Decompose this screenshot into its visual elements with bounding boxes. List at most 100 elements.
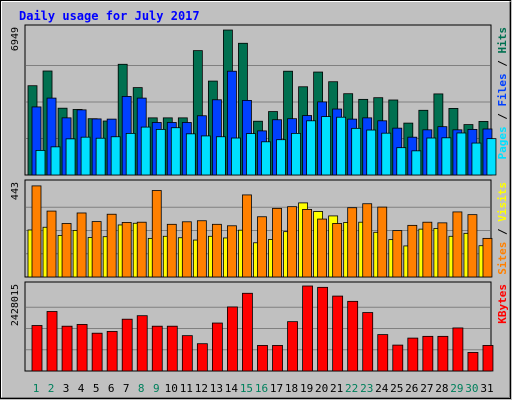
legend-entry: Sites <box>496 242 509 275</box>
day-label-15: 15 <box>240 382 253 395</box>
bar-kbytes-day-23 <box>362 312 374 372</box>
bar-pages-day-20 <box>321 116 332 176</box>
day-label-20: 20 <box>315 382 328 395</box>
bar-kbytes-day-2 <box>46 311 58 372</box>
bar-sites-day-6 <box>106 213 117 278</box>
day-label-9: 9 <box>153 382 160 395</box>
bar-kbytes-day-19 <box>302 285 313 372</box>
day-labels: 1 2 3 4 5 6 7 8 9 10 11 12 13 14 15 16 17 18 19 20 21 22 23 24 2… <box>33 382 494 395</box>
bar-kbytes-day-4 <box>76 324 88 372</box>
bar-kbytes-day-29 <box>452 327 464 372</box>
bar-kbytes-day-8 <box>136 315 148 372</box>
legend-entry: Visits <box>496 182 509 222</box>
bar-pages-day-15 <box>246 133 256 176</box>
bar-sites-day-4 <box>76 212 87 278</box>
bar-kbytes-day-18 <box>287 321 298 372</box>
bar-sites-day-24 <box>377 206 388 278</box>
bar-pages-day-5 <box>95 137 106 176</box>
bar-sites-day-13 <box>211 223 222 278</box>
bar-pages-day-9 <box>155 129 166 176</box>
bar-pages-day-17 <box>276 139 286 176</box>
bar-kbytes-day-31 <box>482 345 494 372</box>
day-label-16: 16 <box>255 382 268 395</box>
bar-sites-day-23 <box>362 203 373 278</box>
bar-kbytes-day-15 <box>242 292 253 372</box>
bar-kbytes-day-7 <box>121 318 133 372</box>
bar-sites-day-3 <box>61 223 72 278</box>
day-label-29: 29 <box>450 382 463 395</box>
day-label-6: 6 <box>108 382 115 395</box>
bar-pages-day-14 <box>231 137 241 176</box>
bar-pages-day-6 <box>110 136 121 176</box>
panel-requests: 6949 Pages / Files / Hits <box>10 24 509 176</box>
bar-sites-day-8 <box>136 221 147 278</box>
bar-kbytes-day-16 <box>257 345 268 372</box>
day-label-3: 3 <box>63 382 70 395</box>
bar-pages-day-1 <box>35 150 46 176</box>
bar-kbytes-day-28 <box>437 335 449 372</box>
panel-visits: 443 Sites / Visits <box>10 179 509 278</box>
bar-kbytes-day-20 <box>317 286 329 372</box>
legend-visits: Sites / Visits <box>496 182 509 275</box>
day-label-18: 18 <box>285 382 298 395</box>
legend-kbytes: KBytes <box>496 284 509 324</box>
bar-pages-day-27 <box>426 137 437 176</box>
bar-sites-day-15 <box>242 194 252 278</box>
bar-kbytes-day-22 <box>347 300 359 372</box>
bar-pages-day-13 <box>215 136 226 176</box>
day-label-31: 31 <box>480 382 493 395</box>
day-label-7: 7 <box>123 382 130 395</box>
legend-entry: / <box>496 107 509 127</box>
bar-kbytes-day-27 <box>422 335 434 372</box>
day-label-12: 12 <box>195 382 208 395</box>
bar-kbytes-day-3 <box>61 325 73 372</box>
day-label-8: 8 <box>138 382 145 395</box>
bar-kbytes-day-5 <box>91 332 103 372</box>
bar-kbytes-day-12 <box>196 343 208 372</box>
day-label-19: 19 <box>300 382 313 395</box>
legend-requests: Pages / Files / Hits <box>496 27 509 160</box>
bar-pages-day-3 <box>65 138 76 176</box>
bar-kbytes-day-1 <box>31 325 43 372</box>
bar-kbytes-day-10 <box>166 325 178 372</box>
bar-sites-day-27 <box>422 221 433 278</box>
day-label-21: 21 <box>330 382 343 395</box>
bar-sites-day-25 <box>392 230 403 278</box>
day-label-5: 5 <box>93 382 100 395</box>
legend-entry: / <box>496 222 509 242</box>
bar-pages-day-25 <box>396 147 407 176</box>
bar-kbytes-day-9 <box>151 325 163 372</box>
day-label-24: 24 <box>375 382 389 395</box>
bar-sites-day-2 <box>46 210 57 278</box>
bar-kbytes-day-26 <box>407 337 419 372</box>
day-label-13: 13 <box>210 382 223 395</box>
bar-kbytes-day-14 <box>227 306 238 372</box>
bar-sites-day-14 <box>227 225 237 278</box>
bar-pages-day-8 <box>140 126 151 176</box>
day-label-10: 10 <box>165 382 178 395</box>
bar-pages-day-24 <box>381 132 392 176</box>
day-label-28: 28 <box>435 382 448 395</box>
day-label-1: 1 <box>33 382 40 395</box>
bar-sites-day-22 <box>347 207 358 278</box>
bar-sites-day-5 <box>91 221 102 278</box>
bar-sites-day-17 <box>272 207 282 278</box>
bar-pages-day-7 <box>125 132 136 176</box>
day-label-2: 2 <box>48 382 55 395</box>
bar-kbytes-day-30 <box>467 352 479 372</box>
day-label-14: 14 <box>225 382 239 395</box>
legend-entry: Hits <box>496 27 509 54</box>
panel-kbytes: 2428015 KBytes <box>10 281 509 372</box>
day-label-11: 11 <box>180 382 193 395</box>
bar-sites-day-7 <box>121 222 132 278</box>
bar-pages-day-21 <box>336 116 347 176</box>
bar-sites-day-26 <box>407 224 418 278</box>
bar-sites-day-20 <box>317 218 328 278</box>
bar-pages-day-4 <box>80 136 91 176</box>
bar-sites-day-16 <box>257 216 267 278</box>
day-label-4: 4 <box>78 382 85 395</box>
bar-pages-day-29 <box>456 132 467 176</box>
bar-sites-day-28 <box>437 222 448 278</box>
bar-sites-day-11 <box>181 221 192 278</box>
bar-sites-day-18 <box>287 206 297 278</box>
